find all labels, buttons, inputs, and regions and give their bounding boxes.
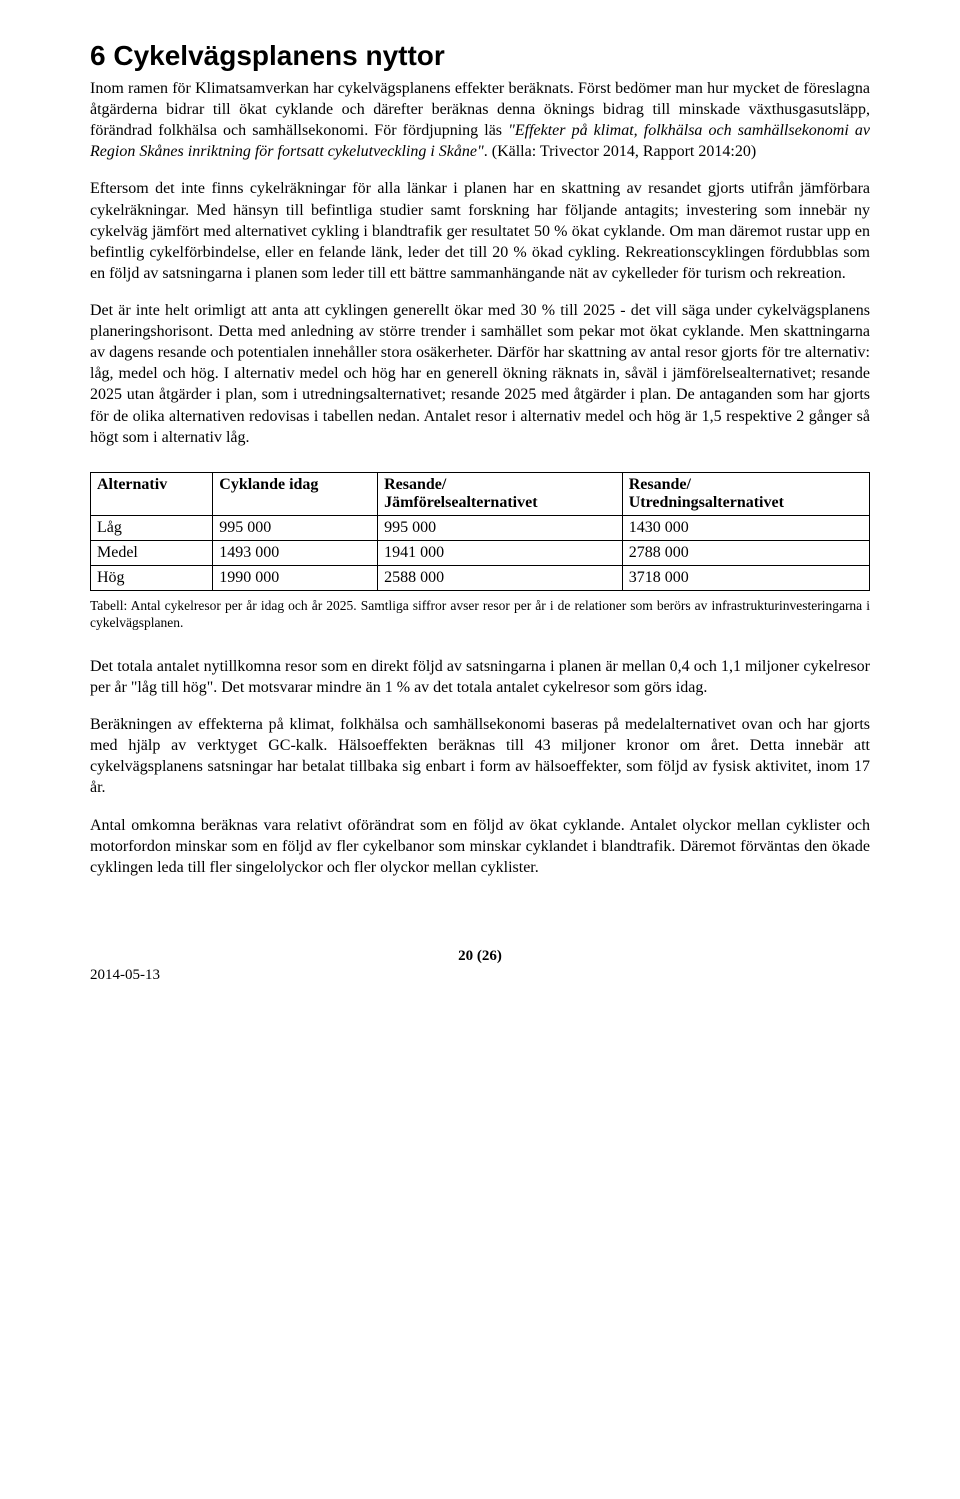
col-jamforelse: Resande/Jämförelsealternativet: [378, 472, 623, 515]
table-header-row: Alternativ Cyklande idag Resande/Jämföre…: [91, 472, 870, 515]
cell: 1941 000: [378, 540, 623, 565]
col-cyklande-idag: Cyklande idag: [213, 472, 378, 515]
cell: 2788 000: [622, 540, 869, 565]
cell: Låg: [91, 515, 213, 540]
cell: 995 000: [378, 515, 623, 540]
cell: Medel: [91, 540, 213, 565]
paragraph-4: Det totala antalet nytillkomna resor som…: [90, 656, 870, 698]
col-utredning: Resande/Utredningsalternativet: [622, 472, 869, 515]
paragraph-5: Beräkningen av effekterna på klimat, fol…: [90, 714, 870, 798]
footer-date: 2014-05-13: [90, 967, 870, 984]
cell: Hög: [91, 565, 213, 590]
cell: 1990 000: [213, 565, 378, 590]
cell: 2588 000: [378, 565, 623, 590]
paragraph-3: Det är inte helt orimligt att anta att c…: [90, 300, 870, 448]
cell: 1493 000: [213, 540, 378, 565]
page-footer: 20 (26) 2014-05-13: [90, 948, 870, 984]
para1-text-b: .: [484, 143, 492, 160]
table-row: Låg 995 000 995 000 1430 000: [91, 515, 870, 540]
cell: 995 000: [213, 515, 378, 540]
page-number: 20 (26): [90, 948, 870, 965]
paragraph-6: Antal omkomna beräknas vara relativt ofö…: [90, 815, 870, 878]
table-row: Hög 1990 000 2588 000 3718 000: [91, 565, 870, 590]
paragraph-2: Eftersom det inte finns cykelräkningar f…: [90, 178, 870, 284]
paragraph-intro: Inom ramen för Klimatsamverkan har cykel…: [90, 78, 870, 162]
col-alternativ: Alternativ: [91, 472, 213, 515]
alternatives-table: Alternativ Cyklande idag Resande/Jämföre…: [90, 472, 870, 591]
section-heading: 6 Cykelvägsplanens nyttor: [90, 40, 870, 72]
cell: 1430 000: [622, 515, 869, 540]
page: 6 Cykelvägsplanens nyttor Inom ramen för…: [0, 0, 960, 1024]
cell: 3718 000: [622, 565, 869, 590]
table-row: Medel 1493 000 1941 000 2788 000: [91, 540, 870, 565]
para1-source: (Källa: Trivector 2014, Rapport 2014:20): [492, 143, 756, 160]
table-caption: Tabell: Antal cykelresor per år idag och…: [90, 597, 870, 632]
